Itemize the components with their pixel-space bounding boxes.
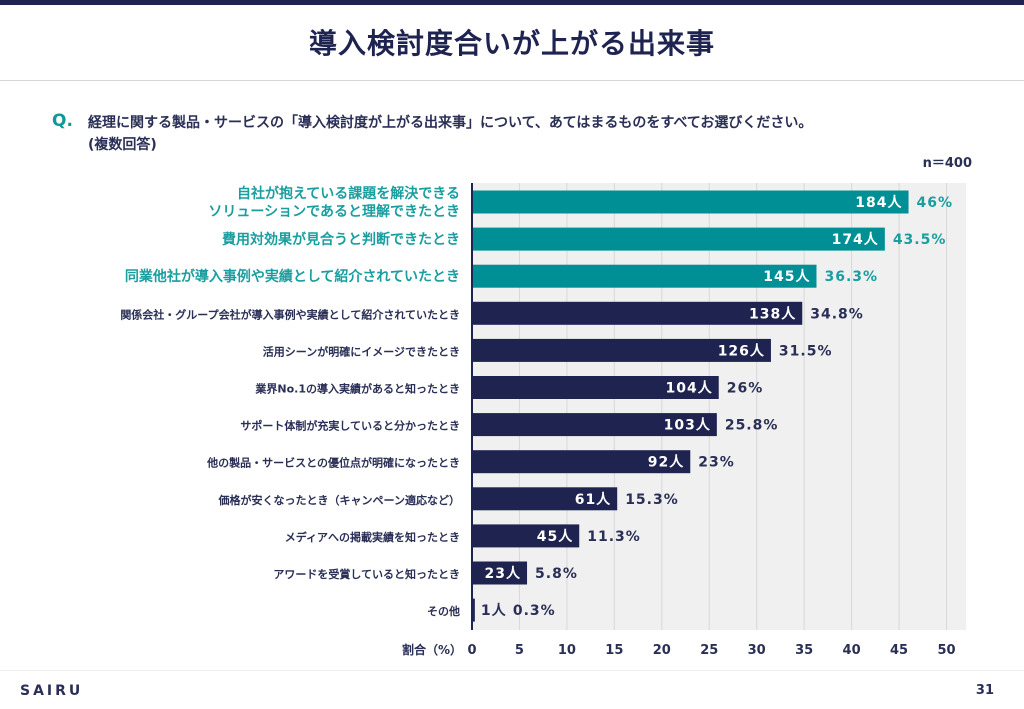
bar-count-label: 1人 [481, 602, 507, 619]
bar-value-label: 25.8% [725, 418, 779, 434]
bar-value-label: 46% [917, 195, 954, 211]
category-label: サポート体制が充実していると分かったとき [240, 419, 460, 433]
bar-value-label: 11.3% [587, 529, 641, 545]
x-tick-label: 10 [558, 643, 576, 658]
x-tick-label: 25 [700, 643, 718, 658]
bar-count-label: 61人 [575, 491, 611, 508]
x-tick-label: 45 [890, 643, 908, 658]
bar-count-label: 174人 [832, 231, 879, 248]
category-label: ソリューションであると理解できたとき [208, 203, 460, 220]
bar-count-label: 45人 [537, 528, 573, 545]
bar-value-label: 34.8% [810, 306, 864, 322]
category-label: 費用対効果が見合うと判断できたとき [222, 231, 460, 248]
title-divider [0, 80, 1024, 81]
bar-value-label: 31.5% [779, 343, 833, 359]
bar-value-label: 43.5% [893, 232, 947, 248]
bar [472, 524, 580, 548]
top-accent-bar [0, 0, 1024, 5]
x-tick-label: 15 [605, 643, 623, 658]
category-label: その他 [427, 604, 460, 618]
bar-count-label: 184人 [855, 194, 902, 211]
category-label: 関係会社・グループ会社が導入事例や実績として紹介されていたとき [120, 307, 460, 321]
plot-background [472, 183, 966, 630]
bar-count-label: 126人 [718, 342, 765, 359]
question-text: 経理に関する製品・サービスの「導入検討度が上がる出来事」について、あてはまるもの… [88, 115, 813, 131]
bar-count-label: 138人 [749, 305, 796, 322]
x-tick-label: 50 [937, 643, 955, 658]
bar [472, 561, 528, 585]
bar-count-label: 23人 [485, 565, 521, 582]
bar [472, 301, 803, 325]
category-label: 他の製品・サービスとの優位点が明確になったとき [206, 456, 460, 470]
category-label: アワードを受賞していると知ったとき [273, 567, 460, 581]
company-logo: SAIRU [20, 683, 84, 699]
bar-count-label: 92人 [648, 454, 684, 471]
bar-count-label: 103人 [664, 417, 711, 434]
bar [472, 338, 771, 362]
x-tick-label: 20 [653, 643, 671, 658]
bar-value-label: 26% [727, 381, 764, 397]
category-label: 価格が安くなったとき（キャンペーン適応など） [218, 493, 460, 507]
category-label: メディアへの掲載実績を知ったとき [285, 530, 460, 544]
category-label: 自社が抱えている課題を解決できる [237, 185, 460, 202]
page-number: 31 [975, 683, 994, 698]
x-tick-label: 0 [467, 643, 476, 658]
footer-divider [0, 670, 1024, 671]
bar [472, 413, 717, 437]
x-tick-label: 40 [843, 643, 861, 658]
bar-value-label: 5.8% [535, 566, 578, 582]
category-label: 活用シーンが明確にイメージできたとき [263, 344, 460, 358]
x-axis-label: 割合（%） [402, 642, 462, 657]
sample-size: n＝400 [922, 156, 972, 171]
category-label: 業界No.1の導入実績があると知ったとき [254, 382, 460, 396]
bar [472, 450, 691, 474]
bar-value-label: 36.3% [824, 269, 878, 285]
bar-count-label: 104人 [666, 380, 713, 397]
bar-value-label: 0.3% [513, 603, 556, 619]
bar-value-label: 23% [698, 455, 735, 471]
bar [472, 376, 719, 399]
x-tick-label: 5 [515, 643, 524, 658]
question-mark-label: Q. [52, 111, 73, 131]
bar [472, 227, 885, 251]
category-label: 同業他社が導入事例や実績として紹介されていたとき [125, 268, 460, 285]
bar [472, 487, 618, 511]
x-tick-label: 30 [748, 643, 766, 658]
bar [472, 264, 817, 288]
page-title: 導入検討度合いが上がる出来事 [308, 27, 715, 60]
bar-chart: 0 5 10 15 20 25 30 35 40 45 50 割合（%） 184人 46% 自社が抱えている… [120, 183, 966, 658]
bar [472, 598, 475, 622]
bar-value-label: 15.3% [625, 492, 679, 508]
question-subtext: (複数回答) [88, 137, 157, 153]
bar [472, 190, 909, 214]
x-tick-label: 35 [795, 643, 813, 658]
bar-count-label: 145人 [763, 268, 810, 285]
